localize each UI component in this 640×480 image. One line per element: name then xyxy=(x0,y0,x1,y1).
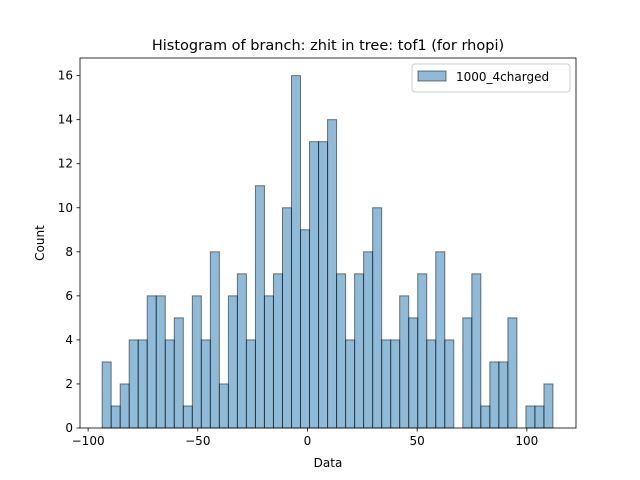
histogram-bar xyxy=(290,75,302,429)
histogram-bar xyxy=(543,383,554,429)
histogram-bar xyxy=(227,295,238,429)
x-tick-label: −100 xyxy=(72,434,105,448)
histogram-bar xyxy=(435,251,446,429)
y-tick-label: 0 xyxy=(65,421,73,435)
histogram-bar xyxy=(137,339,148,429)
legend-swatch xyxy=(417,70,447,82)
y-tick-label: 14 xyxy=(58,113,73,127)
histogram-bar xyxy=(399,295,410,429)
histogram-bar xyxy=(489,361,500,429)
histogram-bar xyxy=(245,339,256,429)
histogram-bar xyxy=(372,207,383,429)
histogram-bar xyxy=(254,185,265,429)
y-axis-title: Count xyxy=(33,225,47,261)
y-tick-label: 4 xyxy=(65,333,73,347)
histogram-bar xyxy=(381,339,392,429)
histogram-bar xyxy=(390,339,401,429)
histogram-bar xyxy=(209,251,220,429)
histogram-bar xyxy=(182,405,193,429)
histogram-bar xyxy=(318,141,329,429)
histogram-bar xyxy=(462,317,473,429)
histogram-bar xyxy=(525,405,536,429)
y-tick-label: 6 xyxy=(65,289,73,303)
histogram-bar xyxy=(101,361,112,429)
bars-group xyxy=(101,75,554,429)
histogram-bar xyxy=(146,295,157,429)
legend-frame xyxy=(411,63,571,93)
histogram-bar xyxy=(128,339,139,429)
histogram-bar xyxy=(498,361,509,429)
histogram-bar xyxy=(164,339,175,429)
histogram-bar xyxy=(191,295,202,429)
x-tick-label: 0 xyxy=(304,434,312,448)
histogram-bar xyxy=(345,339,356,429)
histogram-bar xyxy=(363,251,374,429)
histogram-bar xyxy=(471,273,482,429)
y-tick-label: 12 xyxy=(58,157,73,171)
histogram-bar xyxy=(173,317,184,429)
histogram-bar xyxy=(309,141,320,429)
legend-label: 1000_4charged xyxy=(456,70,549,84)
chart-title: Histogram of branch: zhit in tree: tof1 … xyxy=(152,38,504,54)
plot-frame xyxy=(79,57,577,429)
histogram-bar xyxy=(155,295,166,429)
y-axis-ticks: 0 2 4 6 8 10 12 14 16 xyxy=(58,69,80,435)
histogram-bar xyxy=(300,229,311,429)
histogram-bar xyxy=(408,317,419,429)
histogram-bar xyxy=(336,273,347,429)
x-tick-label: −50 xyxy=(185,434,210,448)
histogram-bar xyxy=(426,339,437,429)
histogram-bar xyxy=(444,339,455,429)
y-tick-label: 10 xyxy=(58,201,73,215)
histogram-bar xyxy=(507,317,518,429)
histogram-bar xyxy=(218,383,229,429)
histogram-bar xyxy=(417,273,428,429)
histogram-bar xyxy=(354,273,365,429)
histogram-bar xyxy=(480,405,491,429)
histogram-bar xyxy=(119,383,130,429)
histogram-bar xyxy=(263,295,274,429)
histogram-bar xyxy=(534,405,545,429)
legend: 1000_4charged xyxy=(411,63,571,93)
histogram-bar xyxy=(200,339,211,429)
y-tick-label: 8 xyxy=(65,245,73,259)
y-tick-label: 2 xyxy=(65,377,73,391)
y-tick-label: 16 xyxy=(58,69,73,83)
x-tick-label: 100 xyxy=(515,434,538,448)
histogram-bar xyxy=(110,405,121,429)
histogram-bar xyxy=(236,273,247,429)
x-axis-ticks: −100 −50 0 50 100 xyxy=(72,428,538,448)
x-axis-title: Data xyxy=(314,456,343,470)
x-tick-label: 50 xyxy=(410,434,425,448)
histogram-bar xyxy=(327,119,338,429)
histogram-bar xyxy=(272,273,283,429)
histogram-bar xyxy=(281,207,292,429)
